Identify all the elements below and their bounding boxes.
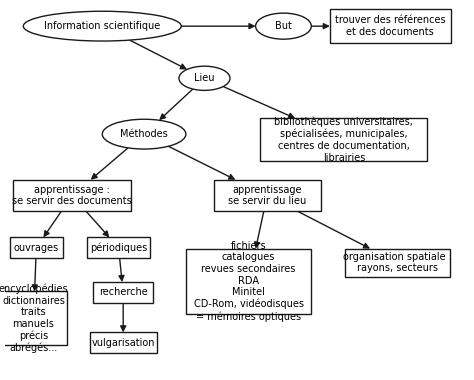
FancyBboxPatch shape <box>87 238 150 258</box>
FancyBboxPatch shape <box>330 10 451 43</box>
Ellipse shape <box>179 66 230 90</box>
Ellipse shape <box>255 13 311 39</box>
Ellipse shape <box>102 119 186 149</box>
FancyBboxPatch shape <box>13 180 131 211</box>
FancyBboxPatch shape <box>345 249 449 277</box>
Text: recherche: recherche <box>99 287 147 298</box>
FancyBboxPatch shape <box>90 332 157 353</box>
Text: But: But <box>275 21 292 31</box>
FancyBboxPatch shape <box>93 282 154 302</box>
Text: apprentissage
se servir du lieu: apprentissage se servir du lieu <box>228 185 306 206</box>
Text: bibliothèques universitaires,
spécialisées, municipales,
centres de documentatio: bibliothèques universitaires, spécialisé… <box>274 117 413 163</box>
Text: organisation spatiale :
rayons, secteurs: organisation spatiale : rayons, secteurs <box>343 252 452 274</box>
Text: périodiques: périodiques <box>90 242 147 253</box>
Text: vulgarisation: vulgarisation <box>91 338 155 348</box>
FancyBboxPatch shape <box>186 249 311 314</box>
Text: apprentissage :
se servir des documents: apprentissage : se servir des documents <box>12 185 132 206</box>
Text: fichiers
catalogues
revues secondaires
RDA
Minitel
CD-Rom, vidéodisques
= mémoir: fichiers catalogues revues secondaires R… <box>193 241 304 321</box>
FancyBboxPatch shape <box>0 291 67 345</box>
Text: encyclopédies
dictionnaires
traits
manuels
précis
abrégés...: encyclopédies dictionnaires traits manue… <box>0 283 68 353</box>
Text: Lieu: Lieu <box>194 73 215 83</box>
Text: Information scientifique: Information scientifique <box>44 21 160 31</box>
Text: Méthodes: Méthodes <box>120 129 168 139</box>
Text: ouvrages: ouvrages <box>14 243 59 253</box>
FancyBboxPatch shape <box>9 238 63 258</box>
FancyBboxPatch shape <box>214 180 320 211</box>
Text: trouver des références
et des documents: trouver des références et des documents <box>335 15 446 37</box>
Ellipse shape <box>23 11 181 41</box>
FancyBboxPatch shape <box>260 118 428 161</box>
